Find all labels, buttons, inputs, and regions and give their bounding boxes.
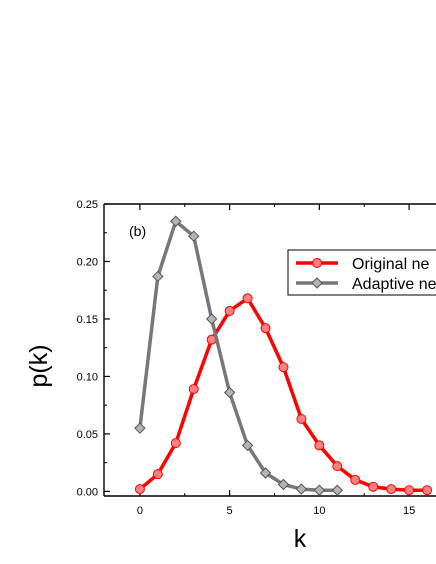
data-point: [170, 215, 182, 227]
data-point: [278, 362, 289, 373]
y-axis-label: p(k): [25, 344, 53, 387]
y-tick-label: 0.25: [77, 199, 98, 211]
y-tick-label: 0.20: [77, 256, 98, 268]
data-point: [134, 484, 145, 495]
x-tick-label: 5: [227, 505, 233, 517]
legend-label: Original ne: [352, 256, 429, 273]
data-point: [404, 485, 415, 496]
x-tick-label: 0: [137, 505, 143, 517]
data-point: [350, 474, 361, 485]
data-point: [386, 484, 397, 495]
data-point: [259, 467, 272, 479]
data-point: [223, 386, 236, 399]
data-point: [152, 270, 164, 283]
data-point: [313, 484, 326, 496]
series-layer: [134, 215, 433, 496]
series-adaptive: [134, 215, 344, 496]
data-point: [295, 483, 308, 495]
data-point: [152, 469, 163, 480]
x-tick-label: 10: [313, 505, 325, 517]
x-tick-label: 15: [403, 505, 415, 517]
legend-marker: [311, 277, 323, 289]
legend: Original ne Adaptive ne: [287, 249, 436, 296]
data-point: [224, 305, 235, 316]
series-line: [138, 296, 428, 493]
data-point: [188, 230, 200, 242]
data-point: [332, 461, 343, 472]
y-tick-label: 0.15: [77, 314, 98, 326]
legend-box: [287, 249, 436, 296]
data-point: [422, 485, 433, 496]
y-tick-label: 0.10: [77, 371, 98, 383]
data-point: [260, 323, 271, 334]
x-axis-label: k: [294, 525, 307, 553]
data-point: [314, 440, 325, 451]
data-point: [277, 478, 290, 491]
data-point: [331, 484, 344, 496]
data-point: [368, 481, 379, 492]
y-tick-label: 0.00: [77, 486, 98, 498]
panel-label: (b): [129, 223, 146, 239]
data-point: [242, 293, 253, 304]
series-original: [134, 293, 433, 496]
legend-marker: [312, 258, 322, 268]
data-point: [170, 438, 181, 449]
axes: 0 5 10 15 0.00 0.05 0.10 0.15 0.20 0.25: [77, 199, 436, 517]
data-point: [134, 422, 146, 434]
data-point: [296, 413, 307, 424]
y-tick-label: 0.05: [77, 429, 98, 441]
data-point: [188, 384, 199, 395]
data-point: [241, 439, 254, 452]
data-point: [205, 313, 218, 325]
legend-label: Adaptive ne: [352, 276, 436, 293]
